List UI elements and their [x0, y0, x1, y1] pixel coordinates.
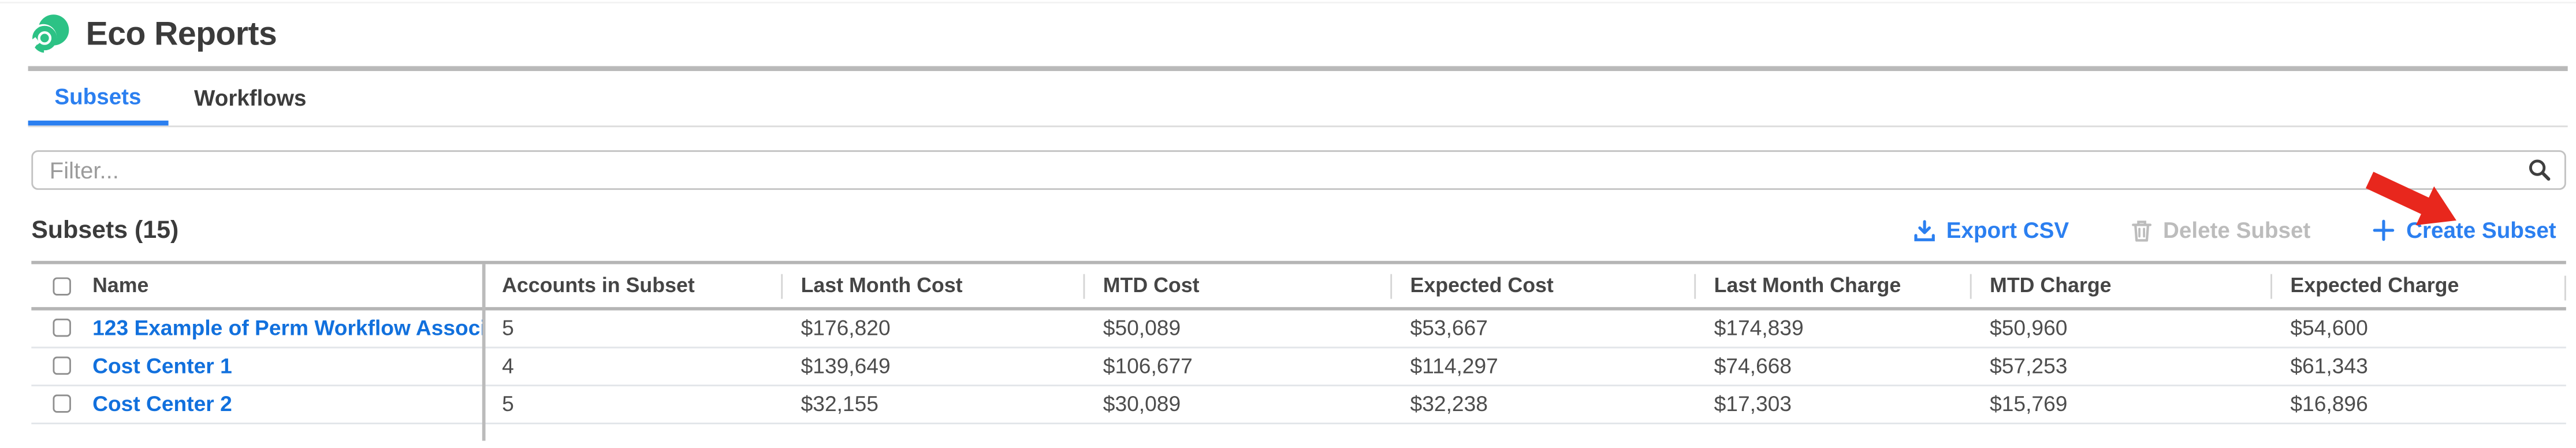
header-cell-mtd-charge: MTD Charge	[1970, 264, 2270, 307]
eco-logo-icon	[28, 14, 69, 53]
row-checkbox[interactable]	[53, 395, 71, 413]
tab-workflows[interactable]: Workflows	[194, 85, 307, 111]
row-checkbox[interactable]	[53, 357, 71, 376]
search-icon[interactable]	[2528, 159, 2551, 182]
header-cell-expected-cost: Expected Cost	[1390, 264, 1694, 307]
row-expected-charge-cell: $16,896	[2290, 391, 2368, 417]
header-cell-last-month-cost: Last Month Cost	[781, 264, 1083, 307]
filter-bar	[31, 150, 2566, 190]
create-subset-button[interactable]: Create Subset	[2373, 218, 2556, 243]
subsets-table: Name Accounts in Subset Last Month Cost …	[31, 260, 2566, 442]
row-checkbox[interactable]	[53, 319, 71, 338]
row-mtd-cost-cell: $106,677	[1103, 353, 1193, 379]
row-last-month-cost-cell: $32,155	[801, 391, 878, 417]
row-name-cell: Cost Center 1	[31, 354, 482, 379]
row-mtd-charge-cell: $15,769	[1990, 391, 2068, 417]
row-last-month-charge-cell: $74,668	[1714, 353, 1792, 379]
row-expected-charge-cell: $54,600	[2290, 316, 2368, 341]
subset-name-link[interactable]: Cost Center 2	[92, 391, 232, 417]
row-expected-cost-cell: $32,238	[1410, 391, 1488, 417]
filter-input[interactable]	[31, 150, 2566, 190]
row-last-month-cost-cell: $139,649	[801, 353, 891, 379]
row-accounts-cell: 5	[502, 391, 514, 417]
select-all-checkbox[interactable]	[53, 277, 71, 295]
row-mtd-cost-cell: $30,089	[1103, 391, 1181, 417]
header-cell-name: Name	[31, 264, 482, 307]
row-expected-charge-cell: $61,343	[2290, 353, 2368, 379]
page-title: Eco Reports	[85, 16, 277, 53]
table-header-row: Name Accounts in Subset Last Month Cost …	[31, 264, 2566, 311]
export-csv-label: Export CSV	[1946, 218, 2069, 243]
row-mtd-cost-cell: $50,089	[1103, 316, 1181, 341]
subsets-count-heading: Subsets (15)	[31, 216, 179, 245]
name-column-divider	[482, 264, 485, 441]
row-last-month-charge-cell: $174,839	[1714, 316, 1804, 341]
plus-icon	[2373, 219, 2395, 241]
subset-name-link[interactable]: 123 Example of Perm Workflow Association	[92, 316, 482, 341]
row-expected-cost-cell: $53,667	[1410, 316, 1488, 341]
delete-subset-button[interactable]: Delete Subset	[2131, 218, 2311, 243]
row-last-month-charge-cell: $17,303	[1714, 391, 1792, 417]
partial-next-row	[31, 424, 2566, 442]
export-csv-button[interactable]: Export CSV	[1914, 218, 2069, 243]
header-cell-accounts: Accounts in Subset	[502, 274, 695, 297]
table-row: 123 Example of Perm Workflow Association…	[31, 311, 2566, 349]
subset-toolbar: Subsets (15) Export CSV Delete Subset	[31, 213, 2556, 248]
delete-subset-label: Delete Subset	[2163, 218, 2311, 243]
table-row: Cost Center 1 4 $139,649 $106,677 $114,2…	[31, 348, 2566, 386]
header-cell-mtd-cost: MTD Cost	[1083, 264, 1390, 307]
tab-bar: Subsets Workflows	[28, 71, 2568, 128]
toolbar-actions: Export CSV Delete Subset Create Subset	[1914, 218, 2556, 243]
trash-icon	[2131, 219, 2151, 241]
row-name-cell: Cost Center 2	[31, 391, 482, 416]
row-last-month-cost-cell: $176,820	[801, 316, 891, 341]
table-row: Cost Center 2 5 $32,155 $30,089 $32,238 …	[31, 386, 2566, 424]
subset-name-link[interactable]: Cost Center 1	[92, 353, 232, 379]
row-mtd-charge-cell: $57,253	[1990, 353, 2068, 379]
row-name-cell: 123 Example of Perm Workflow Association	[31, 316, 482, 341]
header-cell-expected-charge: Expected Charge	[2270, 264, 2566, 307]
row-mtd-charge-cell: $50,960	[1990, 316, 2068, 341]
row-expected-cost-cell: $114,297	[1410, 353, 1498, 379]
table-body: 123 Example of Perm Workflow Association…	[31, 311, 2566, 424]
row-accounts-cell: 5	[502, 316, 514, 341]
header-cell-last-month-charge: Last Month Charge	[1694, 264, 1970, 307]
header-divider	[28, 66, 2568, 72]
top-hairline	[0, 2, 2576, 3]
row-accounts-cell: 4	[502, 353, 514, 379]
tab-subsets[interactable]: Subsets	[28, 71, 168, 126]
app-header: Eco Reports	[0, 3, 2576, 66]
create-subset-label: Create Subset	[2406, 218, 2556, 243]
column-label: Name	[92, 274, 149, 297]
download-icon	[1914, 219, 1934, 241]
